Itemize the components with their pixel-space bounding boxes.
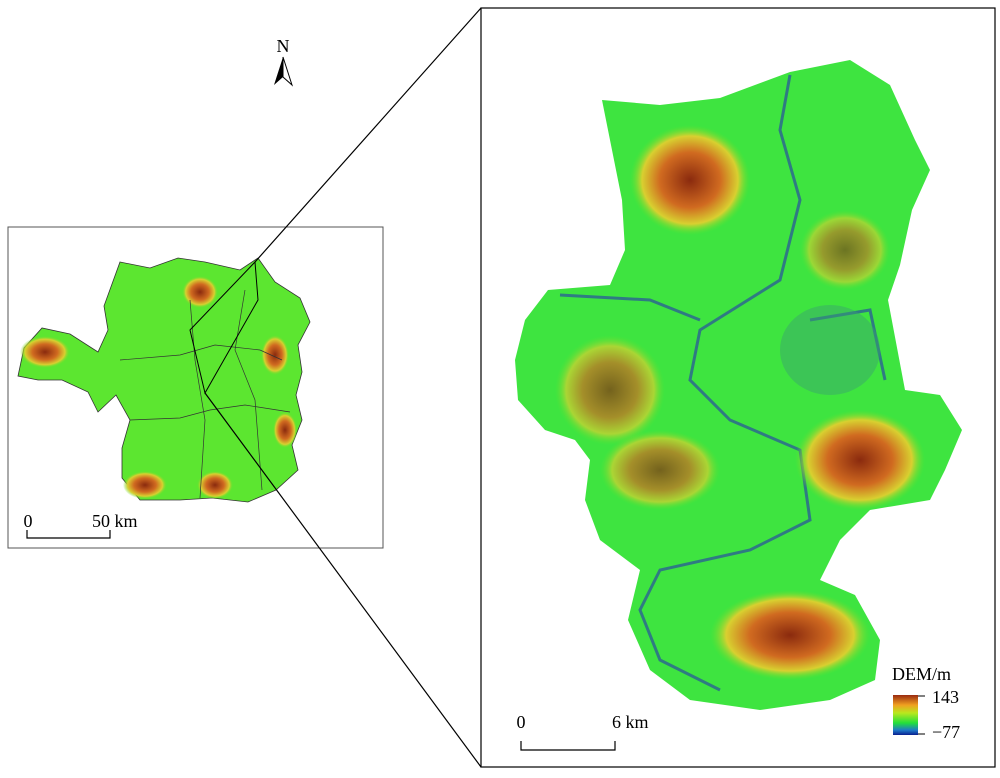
- scale-bar: [520, 741, 616, 751]
- detail-relief: [710, 590, 870, 680]
- north-arrow: [282, 56, 294, 87]
- study-area-outline: [189, 260, 259, 395]
- scale-end: 50 km: [92, 511, 138, 531]
- scale-start: 0: [24, 511, 33, 531]
- detail-relief: [800, 210, 890, 290]
- overview-relief: [20, 336, 70, 368]
- north-label: N: [277, 36, 290, 56]
- overview-relief: [197, 471, 233, 499]
- scale-bar: [26, 530, 111, 539]
- legend-min: −77: [932, 722, 960, 742]
- legend-title: DEM/m: [892, 664, 951, 684]
- detail-relief: [555, 335, 665, 445]
- detail-channels: [559, 74, 887, 692]
- north-arrow: [274, 57, 283, 85]
- legend-ramp: [893, 695, 918, 735]
- detail-lowland: [780, 305, 880, 395]
- detail-relief: [600, 430, 720, 510]
- scale-start: 0: [517, 712, 526, 732]
- overview-frame: [7, 226, 384, 549]
- legend-max: 143: [932, 687, 959, 707]
- connector-line: [204, 392, 482, 768]
- overview-relief: [261, 335, 289, 375]
- detail-relief: [795, 410, 925, 510]
- overview-relief: [123, 471, 167, 499]
- overview-region: [17, 257, 311, 503]
- scale-end: 6 km: [612, 712, 649, 732]
- connector-line: [254, 7, 482, 263]
- detail-relief: [630, 125, 750, 235]
- overview-boundaries: [119, 289, 291, 499]
- overview-relief: [273, 412, 297, 448]
- overview-relief: [182, 276, 218, 308]
